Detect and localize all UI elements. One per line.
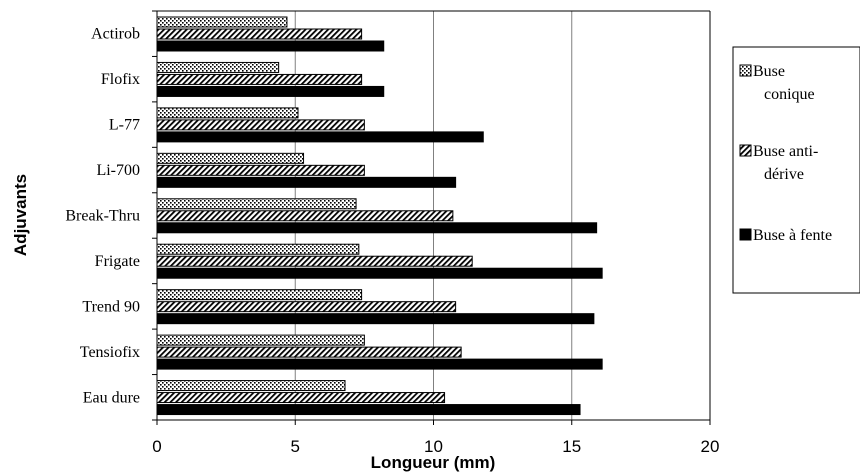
legend-box (732, 46, 860, 294)
legend-label: Buse à fente (753, 227, 832, 244)
x-tick-label: 20 (701, 437, 720, 456)
category-label: Trend 90 (82, 298, 140, 315)
category-label: Tensiofix (80, 344, 140, 361)
x-tick-label: 0 (152, 437, 161, 456)
category-label: Eau dure (83, 389, 140, 406)
legend-label: Buse anti- (753, 143, 818, 160)
x-axis-title: Longueur (mm) (371, 453, 496, 472)
x-ticks: 0 5 10 15 20 (152, 420, 719, 456)
category-label: Frigate (95, 253, 140, 270)
legend-swatch (739, 144, 752, 157)
bar (156, 313, 595, 325)
legend: Buse conique Buse anti-dérive Buse à fente (732, 46, 860, 294)
bar (156, 164, 365, 176)
bar (156, 346, 462, 358)
bar (156, 210, 454, 222)
bars (156, 16, 603, 416)
bar (156, 243, 360, 255)
x-tick-label: 10 (424, 437, 443, 456)
category-label: Break-Thru (65, 208, 140, 225)
bar (156, 176, 457, 188)
bar (156, 255, 473, 267)
bar (156, 267, 603, 279)
x-tick-label: 5 (291, 437, 300, 456)
bar (156, 131, 484, 143)
bar (156, 301, 457, 313)
category-label: Flofix (101, 71, 140, 88)
bar (156, 289, 363, 301)
bar (156, 358, 603, 370)
y-axis-title: Adjuvants (11, 174, 30, 256)
bar (156, 198, 357, 210)
y-ticks: Actirob Flofix L-77 Li-700 Break-Thru Frigate… (65, 10, 157, 421)
legend-swatch (739, 228, 752, 241)
bar (156, 334, 365, 346)
bar (156, 28, 363, 40)
x-tick-label: 15 (562, 437, 581, 456)
bar (156, 222, 598, 234)
bar (156, 16, 288, 28)
bar (156, 61, 280, 73)
bar (156, 73, 363, 85)
legend-label: dérive (764, 166, 804, 183)
legend-label: Buse (753, 63, 785, 80)
bar (156, 392, 446, 404)
bar (156, 85, 385, 97)
bar (156, 40, 385, 52)
bar (156, 404, 581, 416)
bar (156, 107, 299, 119)
bar (156, 152, 305, 164)
bar (156, 380, 346, 392)
bar (156, 119, 365, 131)
legend-swatch (739, 64, 752, 77)
category-label: Li-700 (96, 162, 140, 179)
category-label: L-77 (109, 117, 140, 134)
category-label: Actirob (91, 26, 140, 43)
legend-label: conique (764, 86, 815, 103)
